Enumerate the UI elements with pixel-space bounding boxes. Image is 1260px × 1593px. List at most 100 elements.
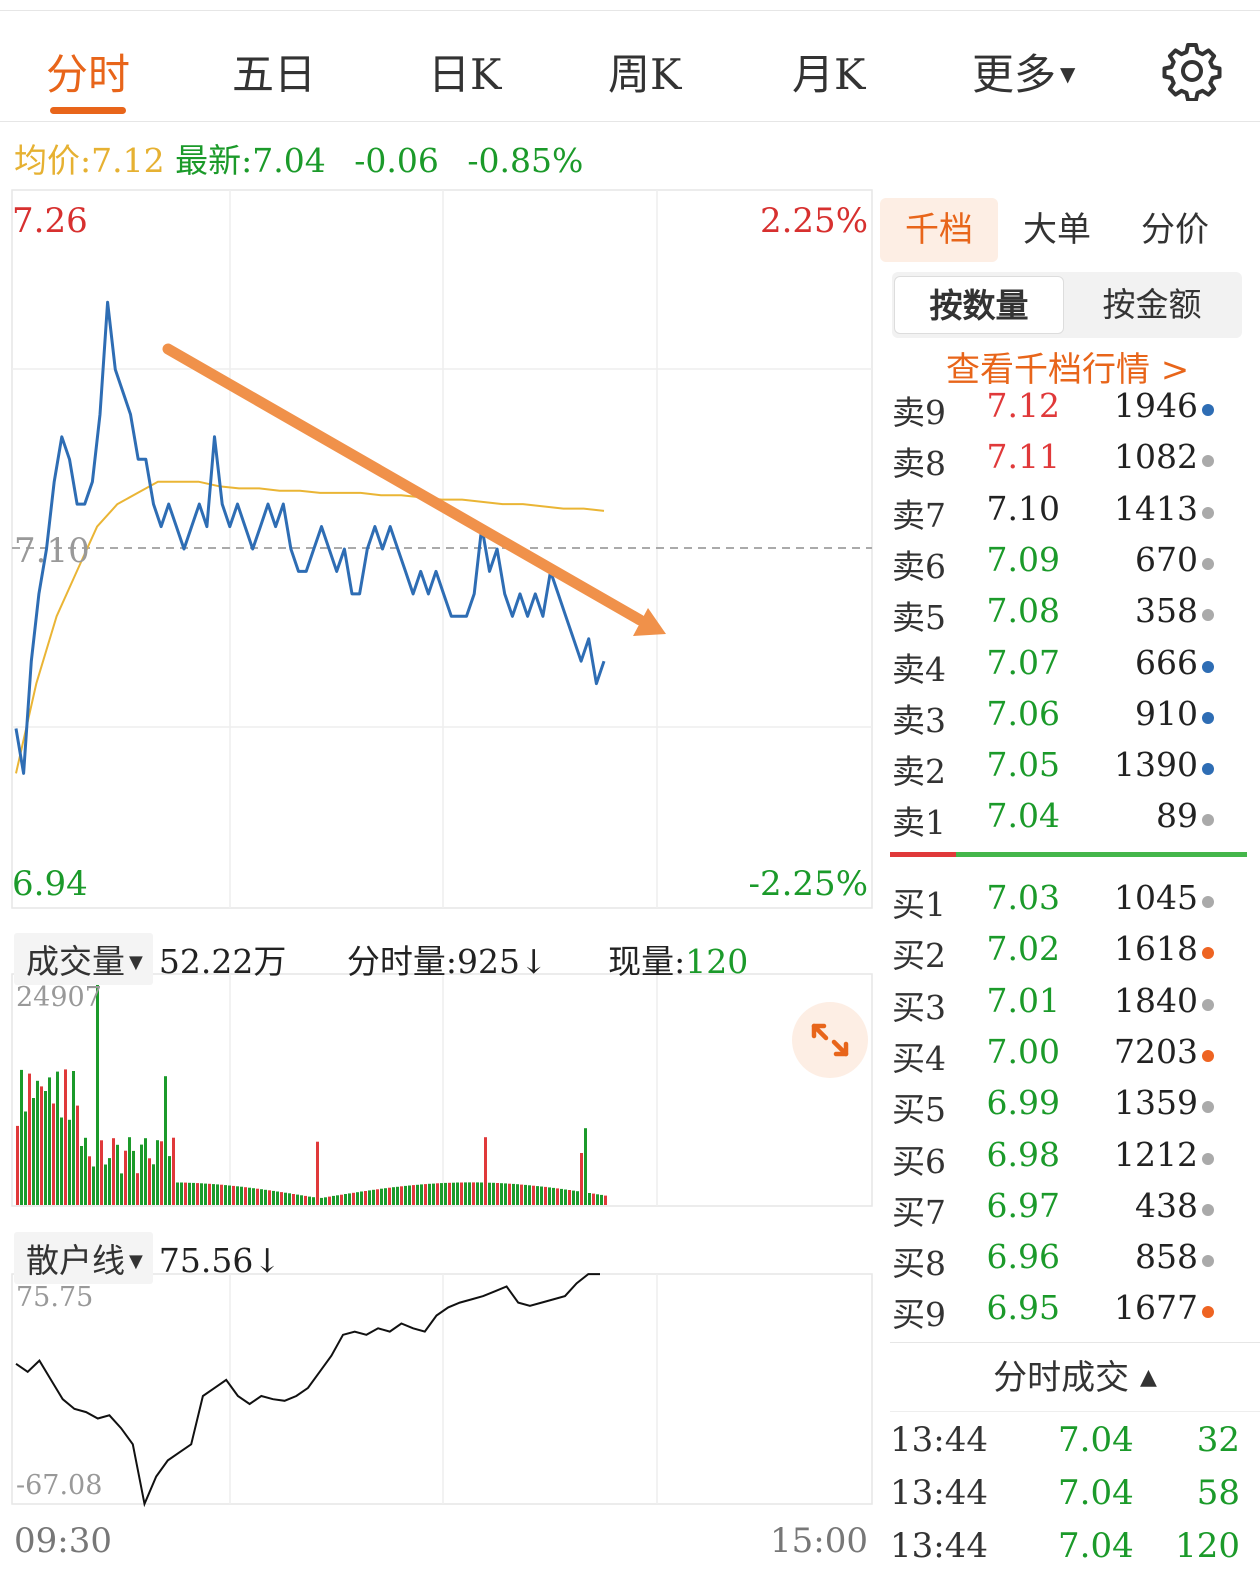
- status-dot-icon: [1202, 998, 1214, 1011]
- volume-bar: [428, 1183, 431, 1205]
- time-start-label: 09:30: [14, 1521, 112, 1561]
- volume-bar: [196, 1183, 199, 1205]
- volume-bar: [264, 1189, 267, 1205]
- tab-price-distribution[interactable]: 分价: [1141, 210, 1209, 250]
- view-qiandang-link[interactable]: 查看千档行情 >: [946, 350, 1190, 390]
- volume-bar: [216, 1184, 219, 1205]
- ask-row[interactable]: 卖6 7.09 670: [890, 540, 1260, 590]
- volume-bar: [580, 1153, 583, 1205]
- ask-level-label: 卖3: [892, 700, 946, 740]
- mode-by-amount[interactable]: 按金额: [1102, 285, 1202, 324]
- volume-bar: [16, 1125, 19, 1205]
- status-dot-icon: [1202, 711, 1214, 724]
- gear-icon[interactable]: [1162, 41, 1222, 101]
- volume-bar: [400, 1186, 403, 1205]
- volume-bar: [300, 1195, 303, 1205]
- price-line: [14, 300, 606, 775]
- ask-level-label: 卖5: [892, 598, 946, 638]
- volume-bar: [284, 1192, 287, 1205]
- tab-intraday[interactable]: 分时: [46, 50, 131, 99]
- bid-level-label: 买6: [892, 1141, 946, 1181]
- volume-bar: [588, 1193, 591, 1205]
- volume-bar: [532, 1185, 535, 1205]
- ask-row[interactable]: 卖2 7.05 1390: [890, 745, 1260, 795]
- avg-price-value: 7.12: [91, 141, 165, 180]
- ask-level-label: 卖7: [892, 495, 946, 535]
- volume-bar: [220, 1184, 223, 1205]
- bid-row[interactable]: 买3 7.01 1840: [890, 981, 1260, 1031]
- ask-row[interactable]: 卖8 7.11 1082: [890, 437, 1260, 487]
- bid-row[interactable]: 买5 6.99 1359: [890, 1083, 1260, 1133]
- bid-row[interactable]: 买6 6.98 1212: [890, 1135, 1260, 1185]
- volume-bar: [32, 1098, 35, 1205]
- price-min-label: 6.94: [12, 864, 88, 904]
- bid-level-label: 买1: [892, 885, 946, 924]
- ask-row[interactable]: 卖5 7.08 358: [890, 591, 1260, 641]
- intraday-chart[interactable]: 7.26 2.25% 7.10 6.94 -2.25% 24907 75.75 …: [0, 0, 880, 1593]
- volume-bar: [68, 1119, 71, 1205]
- expand-chart-button[interactable]: [792, 1002, 868, 1078]
- tab-daily-k[interactable]: 日K: [428, 50, 502, 99]
- minute-volume: 分时量:925↓: [346, 942, 548, 981]
- bid-row[interactable]: 买8 6.96 858: [890, 1237, 1260, 1287]
- caret-down-icon: ▼: [129, 952, 143, 973]
- volume-bar: [208, 1183, 211, 1205]
- ask-row[interactable]: 卖4 7.07 666: [890, 643, 1260, 693]
- volume-bar: [72, 1071, 75, 1205]
- tab-five-day[interactable]: 五日: [232, 50, 317, 99]
- volume-bar: [164, 1076, 167, 1205]
- mode-by-quantity[interactable]: 按数量: [894, 276, 1064, 334]
- bid-row[interactable]: 买4 7.00 7203: [890, 1032, 1260, 1082]
- volume-bar: [316, 1141, 319, 1205]
- bid-price: 6.99: [986, 1083, 1060, 1123]
- tab-weekly-k[interactable]: 周K: [608, 50, 682, 99]
- volume-bar: [376, 1189, 379, 1205]
- volume-bar: [460, 1182, 463, 1205]
- tab-monthly-k[interactable]: 月K: [792, 50, 866, 99]
- volume-bar: [76, 1105, 79, 1205]
- trade-time: 13:44: [890, 1420, 988, 1460]
- price-change: -0.06: [354, 141, 439, 180]
- volume-bar: [596, 1194, 599, 1205]
- status-dot-icon: [1202, 404, 1214, 416]
- ask-level-label: 卖2: [892, 752, 946, 792]
- bid-row[interactable]: 买1 7.03 1045: [890, 878, 1260, 928]
- volume-bar: [444, 1182, 447, 1205]
- volume-bar: [188, 1182, 191, 1205]
- status-dot-icon: [1202, 814, 1214, 827]
- ask-row[interactable]: 卖1 7.04 89: [890, 796, 1260, 846]
- tab-qiandang[interactable]: 千档: [880, 198, 998, 262]
- ask-row[interactable]: 卖7 7.10 1413: [890, 489, 1260, 539]
- bid-price: 7.00: [986, 1031, 1060, 1071]
- volume-bar: [64, 1069, 67, 1205]
- tab-more-label: 更多: [972, 50, 1057, 99]
- pct-min-label: -2.25%: [749, 864, 869, 904]
- volume-bar: [244, 1187, 247, 1205]
- volume-bar: [512, 1183, 515, 1205]
- tab-more[interactable]: 更多 ▼: [972, 41, 1075, 102]
- volume-bar: [180, 1182, 183, 1205]
- tab-big-orders[interactable]: 大单: [1023, 210, 1091, 250]
- current-volume: 现量:120: [608, 942, 748, 981]
- volume-bar: [496, 1183, 499, 1205]
- trades-header[interactable]: 分时成交 ▲: [890, 1342, 1260, 1412]
- trade-quantity: 32: [1196, 1420, 1240, 1460]
- indicator-dropdown-sanhu[interactable]: 散户线 ▼: [14, 1232, 153, 1284]
- indicator-dropdown-volume[interactable]: 成交量 ▼: [14, 933, 153, 985]
- bid-row[interactable]: 买9 6.95 1677: [890, 1288, 1260, 1338]
- volume-bar: [328, 1196, 331, 1205]
- bid-level-label: 买7: [892, 1192, 946, 1232]
- bid-row[interactable]: 买7 6.97 438: [890, 1186, 1260, 1236]
- ask-row[interactable]: 卖3 7.06 910: [890, 694, 1260, 744]
- volume-bar: [408, 1185, 411, 1205]
- bid-quantity: 1618: [1114, 929, 1198, 969]
- ask-row[interactable]: 卖9 7.12 1946: [890, 386, 1260, 436]
- pct-max-label: 2.25%: [760, 201, 868, 241]
- volume-bar: [576, 1191, 579, 1205]
- volume-bar: [168, 1156, 171, 1205]
- ask-level-label: 卖9: [892, 393, 946, 432]
- status-dot-icon: [1202, 1203, 1214, 1216]
- volume-bar: [132, 1150, 135, 1205]
- volume-bar: [520, 1184, 523, 1205]
- bid-row[interactable]: 买2 7.02 1618: [890, 929, 1260, 979]
